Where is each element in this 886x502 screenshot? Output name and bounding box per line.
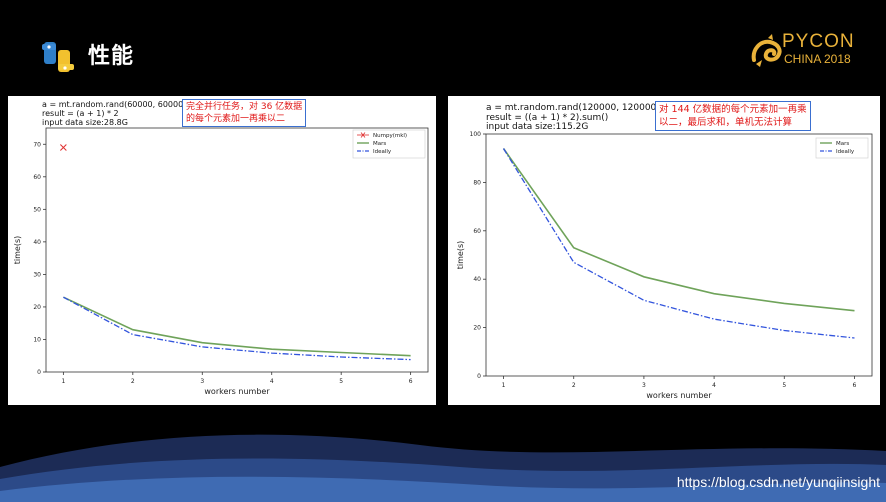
page-title: 性能 [88,44,135,69]
left-legend-label-0: Numpy(mkl) [373,133,407,139]
python-logo-icon [42,42,74,72]
right-annotation-line-1: 对 144 亿数据的每个元素加一再乘 [659,104,807,115]
left-code-line-1: a = mt.random.rand(60000, 60000) [42,100,187,109]
right-xtick-label-0: 1 [502,382,506,389]
left-ytick-label-2: 20 [33,304,41,311]
right-annotation-line-2: 以二，最后求和，单机无法计算 [659,117,793,128]
left-ytick-label-1: 10 [33,336,41,343]
right-legend-label-0: Mars [836,141,849,147]
left-xtick-label-1: 2 [131,378,135,385]
right-xtick-label-1: 2 [572,382,576,389]
right-code-block: a = mt.random.rand(120000, 120000) resul… [486,103,660,133]
left-legend-swatch-numpy-x2 [360,132,366,138]
right-code-line-1: a = mt.random.rand(120000, 120000) [486,103,660,113]
right-xtick-label-4: 5 [782,382,786,389]
right-ytick-label-1: 20 [473,325,481,332]
right-series-ideally [502,148,855,339]
right-yaxis-label: time(s) [456,241,465,269]
pycon-brand: PYCON CHINA 2018 [782,31,855,67]
left-xtick-label-5: 6 [409,378,413,385]
right-code-line-3: input data size:115.2G [486,122,589,132]
pycon-dragon-logo-icon [751,34,782,67]
left-xtick-label-3: 4 [270,378,274,385]
right-code-line-2: result = ((a + 1) * 2).sum() [486,112,609,123]
left-point-marker-b-0 [60,144,67,151]
left-chart-panel: a = mt.random.rand(60000, 60000) result … [8,96,436,405]
left-ytick-label-3: 30 [33,271,41,278]
left-ytick-label-0: 0 [37,369,41,376]
left-legend-label-2: Ideally [373,149,392,155]
right-ytick-label-3: 60 [473,228,481,235]
brand-line1: PYCON [782,31,855,52]
right-ytick-label-4: 80 [473,179,481,186]
right-xtick-label-3: 4 [712,382,716,389]
left-ytick-label-5: 50 [33,206,41,213]
right-legend-label-1: Ideally [836,149,855,155]
left-series-ideally [63,296,411,361]
left-xtick-label-2: 3 [200,378,204,385]
right-plot-frame [485,133,873,377]
right-chart-panel: a = mt.random.rand(120000, 120000) resul… [448,96,880,405]
right-xtick-label-5: 6 [853,382,857,389]
left-code-line-3: input data size:28.8G [42,118,128,127]
right-ytick-label-5: 100 [470,131,482,138]
left-yaxis-label: time(s) [13,236,22,264]
right-ytick-label-0: 0 [477,373,481,380]
left-ytick-label-4: 40 [33,239,41,246]
left-xaxis-label: workers number [204,387,270,396]
left-annotation-box: 完全并行任务，对 36 亿数据 的每个元素加一再乘以二 [182,99,307,127]
left-ytick-label-7: 70 [33,141,41,148]
left-annotation-line-2: 的每个元素加一再乘以二 [186,114,286,124]
left-ytick-label-6: 60 [33,174,41,181]
left-plot-frame [45,127,429,373]
right-ytick-label-2: 40 [473,276,481,283]
left-code-line-2: result = (a + 1) * 2 [42,109,119,118]
left-series-mars [63,296,411,357]
right-annotation-box: 对 144 亿数据的每个元素加一再乘 以二，最后求和，单机无法计算 [655,101,811,131]
right-xtick-label-2: 3 [642,382,646,389]
header-bar: 性能 PYCON CHINA 2018 [0,0,886,96]
left-legend-label-1: Mars [373,141,386,147]
right-xaxis-label: workers number [646,391,712,400]
brand-line2: CHINA 2018 [784,52,851,66]
watermark-url: https://blog.csdn.net/yunqiinsight [676,474,880,490]
left-code-block: a = mt.random.rand(60000, 60000) result … [42,100,186,127]
left-annotation-line-1: 完全并行任务，对 36 亿数据 [186,102,303,112]
left-xtick-label-4: 5 [339,378,343,385]
decorative-waves [0,405,886,502]
left-xtick-label-0: 1 [61,378,65,385]
right-series-mars [502,148,855,312]
